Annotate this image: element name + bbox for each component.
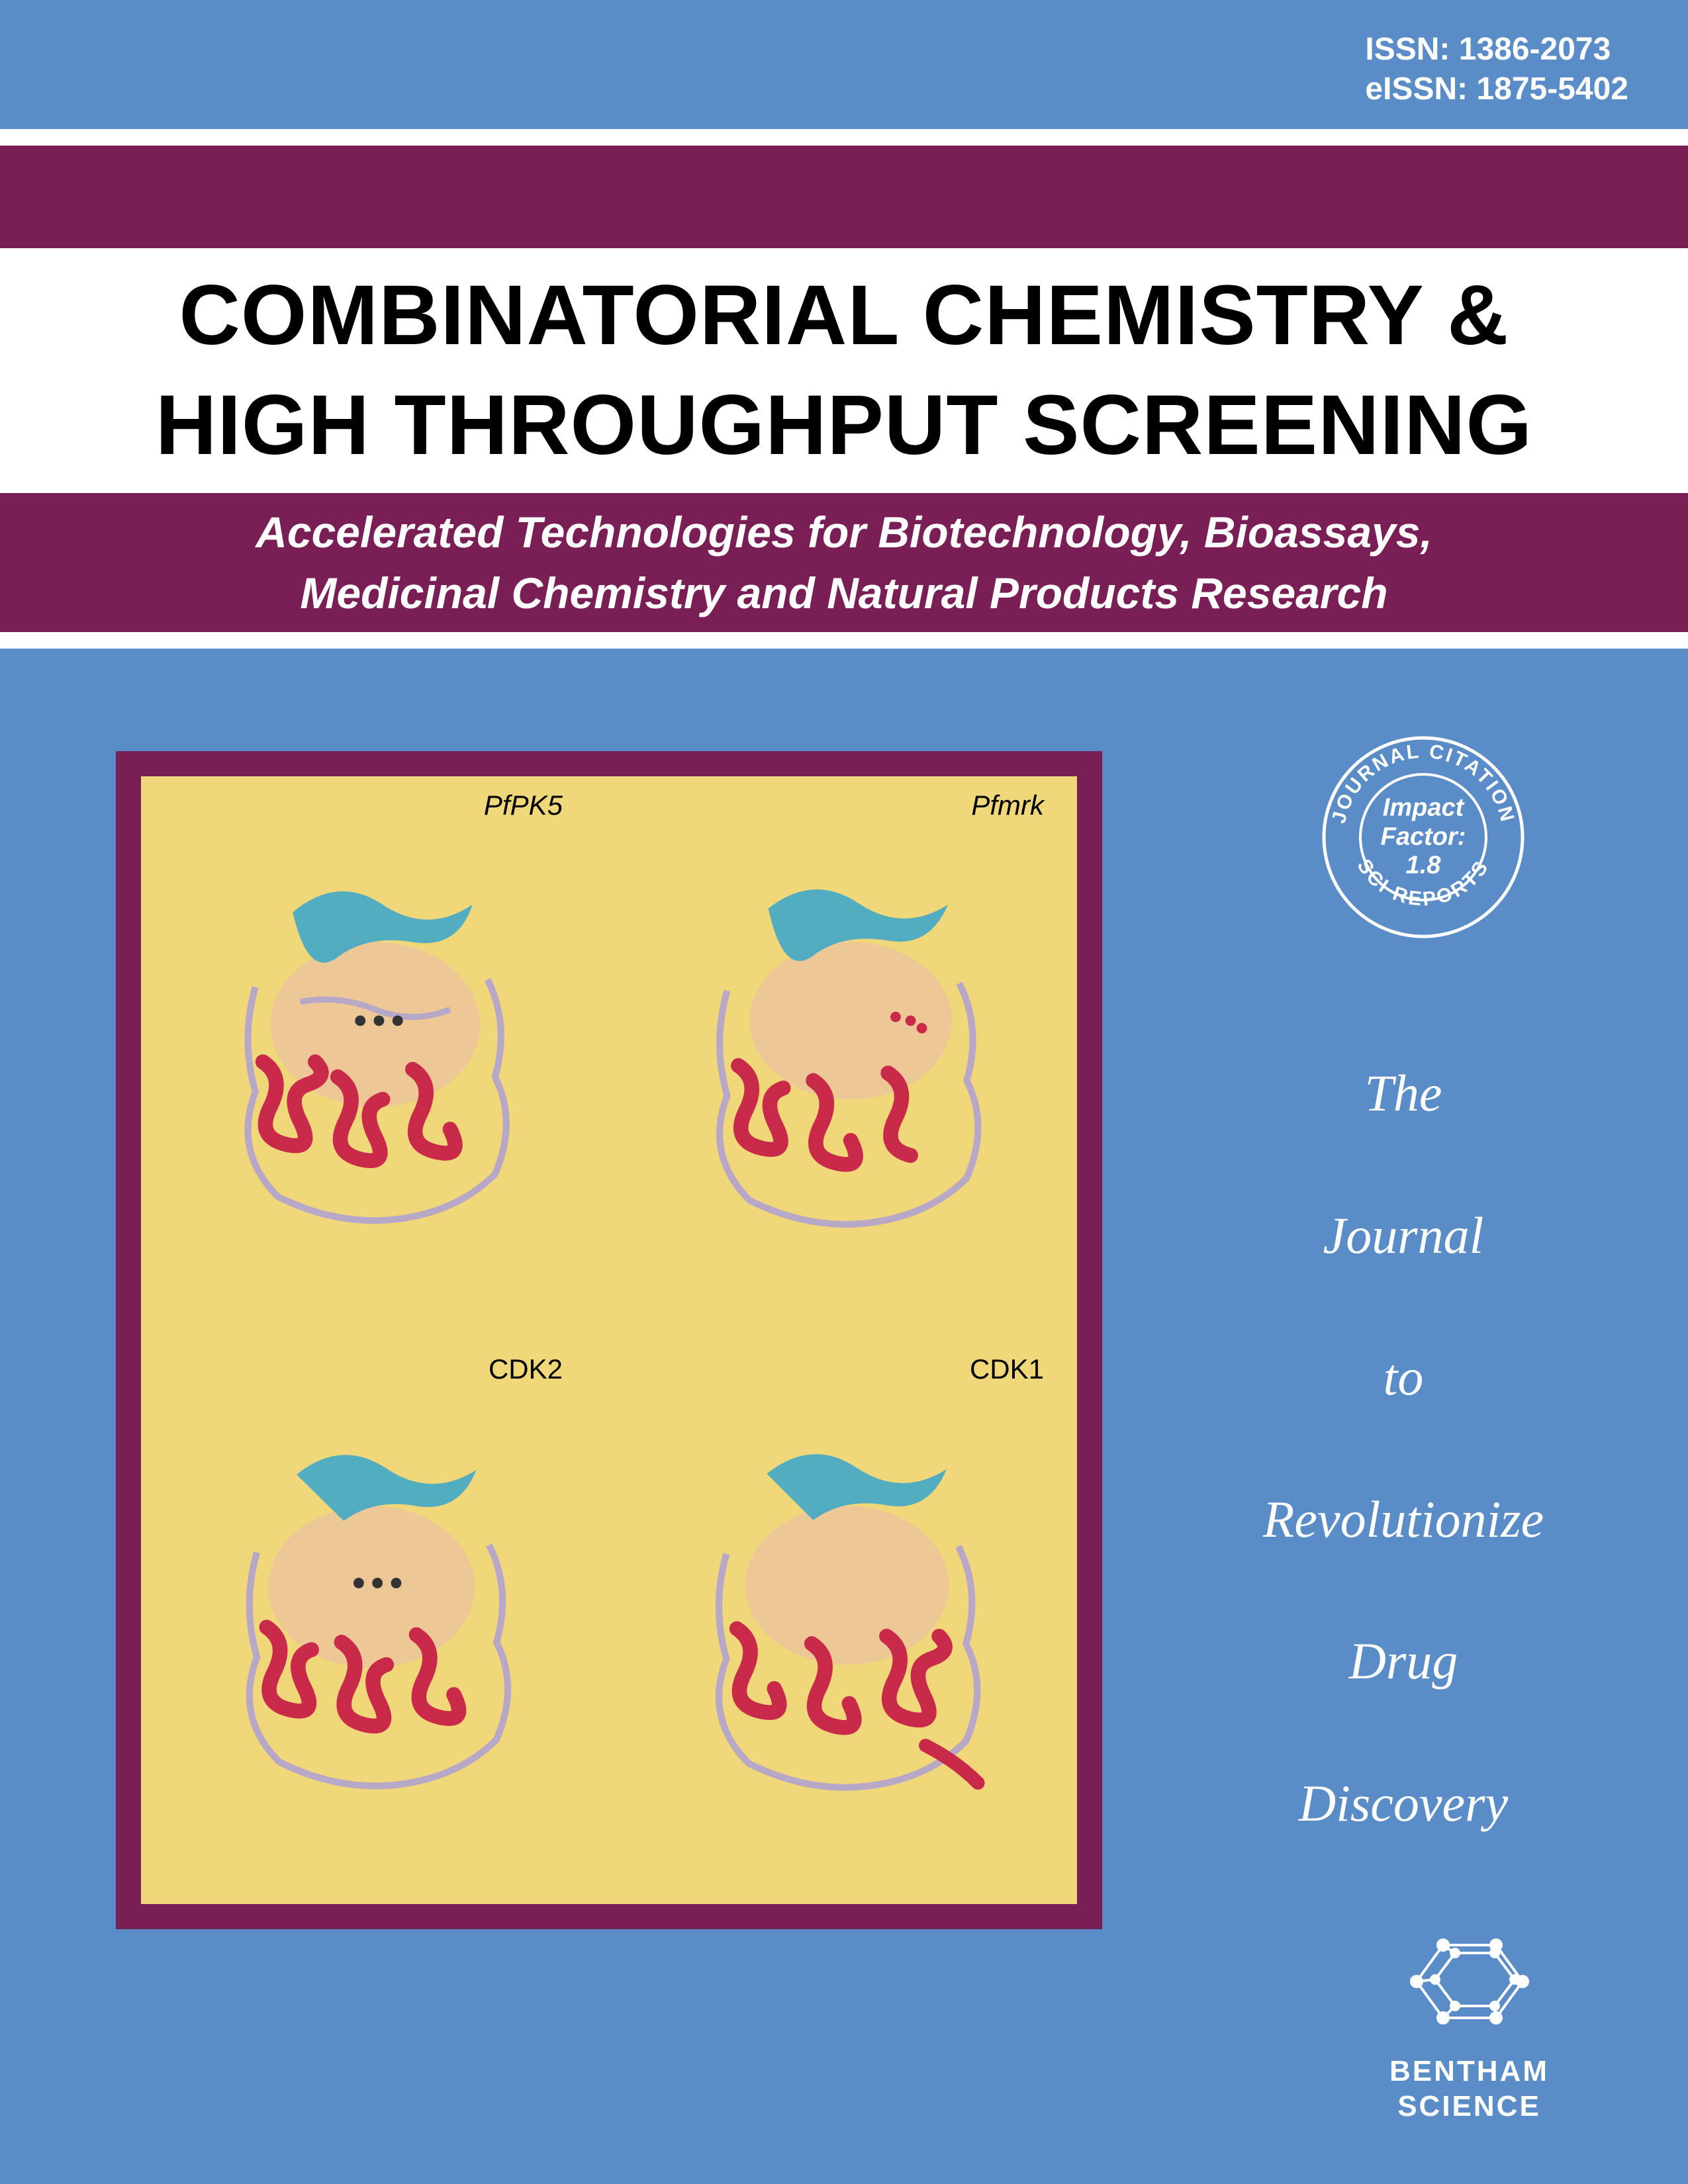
impact-factor-badge: JOURNAL CITATION • SCI REPORTS • Impact … (1311, 725, 1536, 950)
publisher-line-2: SCIENCE (1389, 2089, 1549, 2124)
impact-factor-value: Impact Factor: 1.8 (1381, 794, 1466, 880)
tagline-word: to (1198, 1306, 1609, 1449)
publisher-name: BENTHAM SCIENCE (1389, 2054, 1549, 2124)
subtitle-line-2: Medicinal Chemistry and Natural Products… (256, 563, 1432, 623)
issn-label: ISSN: (1365, 32, 1450, 67)
band-maroon-top (0, 146, 1688, 248)
tagline: The Journal to Revolutionize Drug Discov… (1198, 1023, 1609, 1874)
panel-label: Pfmrk (971, 790, 1044, 821)
title-line-1: COMBINATORIAL CHEMISTRY & (156, 261, 1532, 371)
panel-label: CDK2 (489, 1353, 563, 1385)
figure-panel-cdk2: CDK2 (141, 1340, 609, 1904)
eissn-value: 1875-5402 (1476, 71, 1628, 107)
subtitle-band: Accelerated Technologies for Biotechnolo… (0, 493, 1688, 632)
tagline-word: Drug (1198, 1590, 1609, 1733)
tagline-word: Discovery (1198, 1733, 1609, 1875)
eissn-label: eISSN: (1365, 71, 1468, 107)
panel-label: PfPK5 (484, 790, 563, 821)
publisher-line-1: BENTHAM (1389, 2054, 1549, 2089)
issn-value: 1386-2073 (1459, 32, 1611, 67)
figure-panel-pfpk5: PfPK5 (141, 776, 609, 1340)
cover-figure: PfPK5 Pfmrk (141, 776, 1077, 1904)
title-line-2: HIGH THROUGHPUT SCREENING (156, 371, 1532, 480)
subtitle-line-1: Accelerated Technologies for Biotechnolo… (256, 502, 1432, 563)
protein-structure-icon (188, 833, 563, 1284)
journal-subtitle: Accelerated Technologies for Biotechnolo… (256, 502, 1432, 624)
divider-white-bottom (0, 632, 1688, 649)
tagline-word: Journal (1198, 1165, 1609, 1307)
impact-line-2: Factor: (1381, 823, 1466, 852)
protein-structure-icon (656, 833, 1031, 1284)
bentham-logo-icon (1397, 1922, 1542, 2041)
issn-block: ISSN: 1386-2073 eISSN: 1875-5402 (1365, 30, 1628, 109)
protein-structure-icon (188, 1396, 563, 1848)
divider-white-top (0, 129, 1688, 146)
figure-panel-pfmrk: Pfmrk (609, 776, 1077, 1340)
impact-line-1: Impact (1381, 794, 1466, 823)
publisher-block: BENTHAM SCIENCE (1389, 1922, 1549, 2124)
title-band: COMBINATORIAL CHEMISTRY & HIGH THROUGHPU… (0, 248, 1688, 493)
cover-figure-frame: PfPK5 Pfmrk (116, 751, 1102, 1929)
figure-panel-cdk1: CDK1 (609, 1340, 1077, 1904)
tagline-word: Revolutionize (1198, 1449, 1609, 1591)
tagline-word: The (1198, 1023, 1609, 1165)
panel-label: CDK1 (970, 1353, 1044, 1385)
journal-title: COMBINATORIAL CHEMISTRY & HIGH THROUGHPU… (156, 261, 1532, 481)
protein-structure-icon (656, 1396, 1031, 1848)
impact-value: 1.8 (1381, 852, 1466, 881)
